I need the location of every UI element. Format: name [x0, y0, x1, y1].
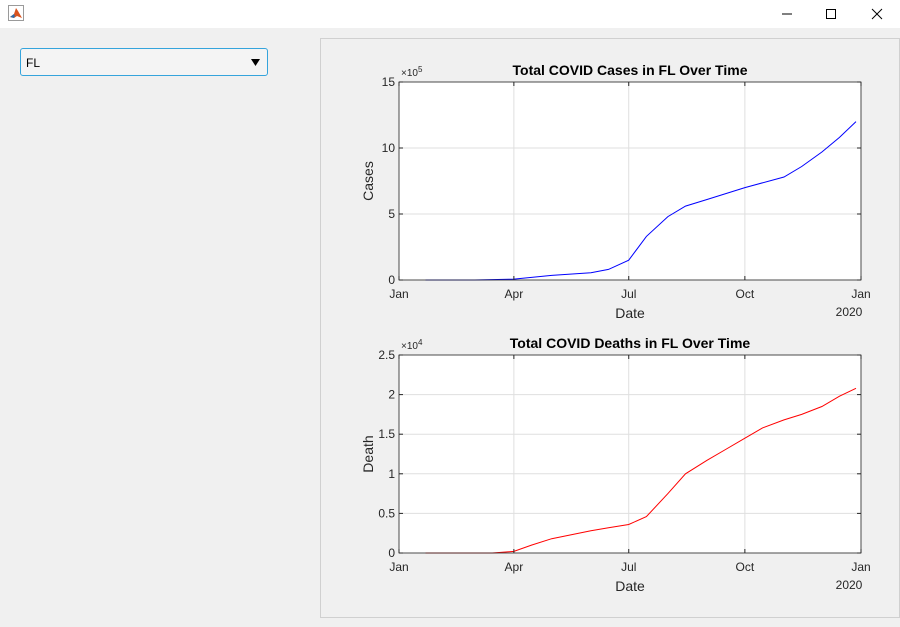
x-tick-label: Jan: [851, 560, 870, 574]
chart-title: Total COVID Deaths in FL Over Time: [510, 335, 751, 351]
x-tick-label: Oct: [736, 560, 755, 574]
x-tick-label: Jan: [389, 560, 408, 574]
plot-area: [399, 82, 861, 280]
x-tick-label: Jul: [621, 287, 636, 301]
y-tick-label: 2: [388, 388, 395, 402]
chart-title: Total COVID Cases in FL Over Time: [513, 62, 748, 78]
x-tick-label: Apr: [505, 287, 524, 301]
y-axis-label: Death: [360, 435, 376, 472]
series-line: [425, 121, 857, 281]
y-tick-label: 0: [388, 546, 395, 560]
axes-box: [398, 81, 862, 281]
maximize-button[interactable]: [808, 0, 854, 28]
series-line: [425, 387, 857, 554]
y-exponent-label: ×104: [401, 338, 423, 352]
minimize-button[interactable]: [764, 0, 810, 28]
y-tick-label: 1: [388, 467, 395, 481]
x-tick-label: Jul: [621, 560, 636, 574]
y-exponent-power: 5: [418, 65, 423, 74]
plot-area: [399, 355, 861, 553]
close-icon: [871, 8, 883, 20]
chart-deaths: Jan Apr Jul Oct Jan00.511.522.5×1042020Total…: [360, 335, 871, 594]
x-axis-label: Date: [615, 305, 645, 321]
axes-box: [398, 354, 862, 554]
x-secondary-label: 2020: [836, 305, 863, 319]
plot-panel: Jan Apr Jul Oct Jan 0 5 10 15 ×105 2020 Total COVID…: [320, 38, 900, 618]
y-tick-label: 0: [388, 273, 395, 287]
y-tick-label: 5: [388, 207, 395, 221]
close-button[interactable]: [854, 0, 900, 28]
window-titlebar: [0, 0, 900, 28]
minimize-icon: [782, 13, 792, 15]
y-tick-label: 2.5: [378, 348, 395, 362]
y-exponent-power: 4: [418, 338, 423, 347]
y-axis-label: Cases: [360, 161, 376, 201]
x-secondary-label: 2020: [836, 578, 863, 592]
x-tick-label: Jan: [851, 287, 870, 301]
state-dropdown-value: FL: [26, 56, 41, 70]
x-tick-label: Oct: [736, 287, 755, 301]
y-tick-label: 0.5: [378, 506, 395, 520]
state-dropdown[interactable]: FL: [20, 48, 268, 76]
x-axis-label: Date: [615, 578, 645, 594]
caret-down-icon: [251, 59, 260, 66]
x-tick-label: Jan: [389, 287, 408, 301]
maximize-icon: [826, 9, 836, 19]
matlab-icon: [8, 5, 24, 21]
x-tick-label: Apr: [505, 560, 524, 574]
y-exponent-label: ×105: [401, 65, 423, 79]
y-tick-label: 1.5: [378, 427, 395, 441]
y-tick-label: 15: [382, 75, 396, 89]
y-tick-label: 10: [382, 141, 396, 155]
